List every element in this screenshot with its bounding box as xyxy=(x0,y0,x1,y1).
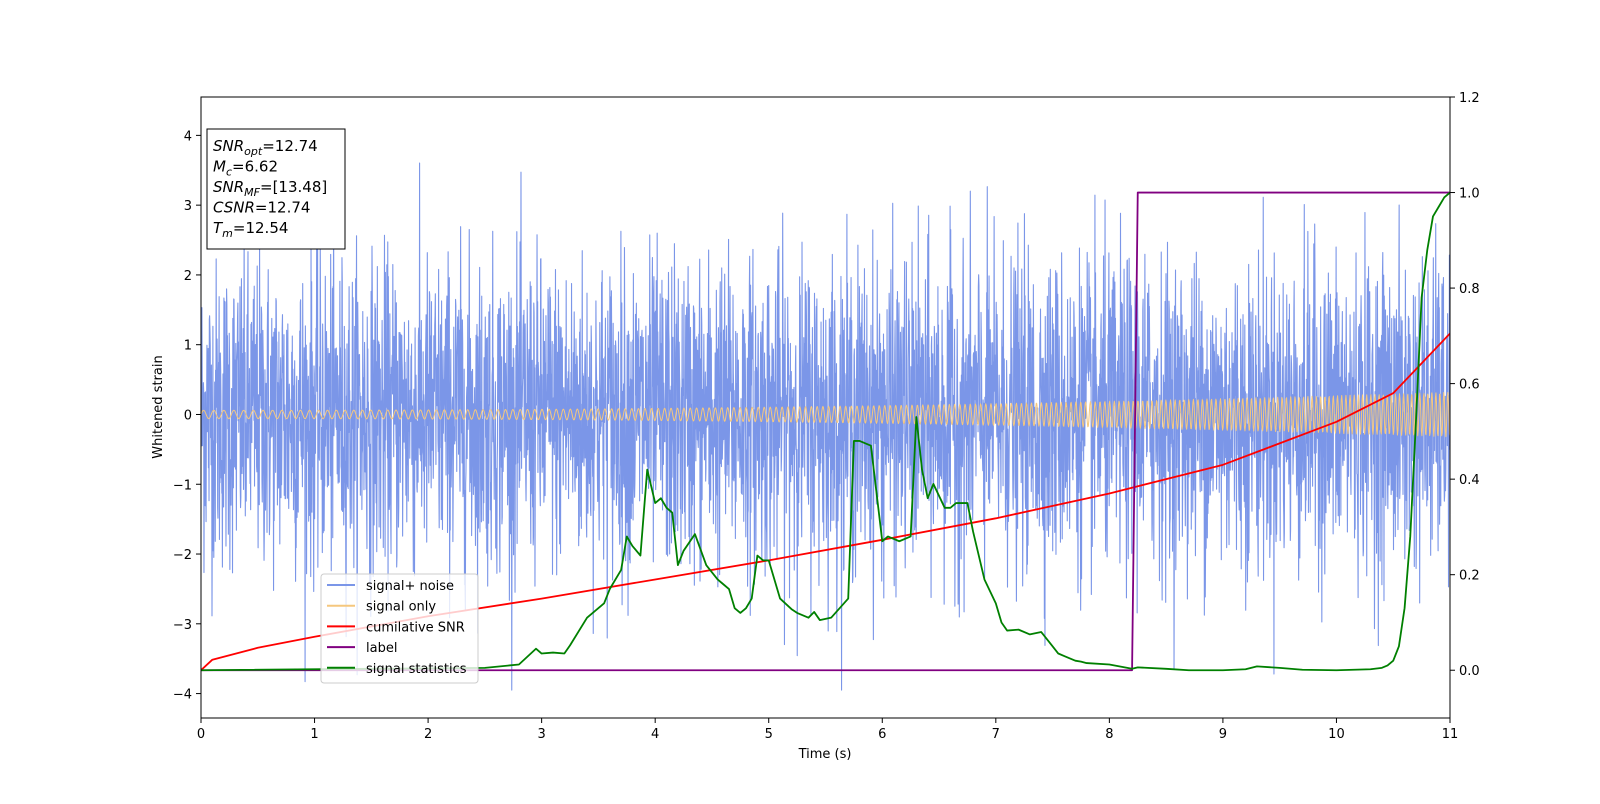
plot-series-group xyxy=(201,162,1450,691)
legend-label: label xyxy=(366,641,397,656)
x-tick-label: 9 xyxy=(1219,727,1227,742)
x-tick-label: 11 xyxy=(1442,727,1459,742)
info-box: SNRopt=12.74Mc=6.62SNRMF=[13.48]CSNR=12.… xyxy=(206,128,346,250)
info-box-line: SNRopt=12.74 xyxy=(213,137,318,158)
x-tick-label: 10 xyxy=(1328,727,1345,742)
y-right-tick-label: 0.2 xyxy=(1459,569,1480,584)
y-right-tick-label: 0.6 xyxy=(1459,378,1480,393)
x-tick-label: 5 xyxy=(765,727,773,742)
x-axis-label: Time (s) xyxy=(798,747,852,762)
axes-ticks-group: 0 1 2 3 4 5 6 7 8 9 10 11 −4 −3 −2 −1 0 1 2 3 4 0.0 0.2 0.4 0.6 0… xyxy=(173,91,1480,742)
y-axis-label: Whitened strain xyxy=(151,355,166,458)
y-left-tick-label: −2 xyxy=(173,548,192,563)
y-right-tick-label: 0.8 xyxy=(1459,282,1480,297)
legend-label: signal+ noise xyxy=(366,579,454,594)
info-box-frame xyxy=(206,128,346,250)
y-left-tick-label: 0 xyxy=(184,408,192,423)
x-tick-label: 3 xyxy=(537,727,545,742)
plot-frame xyxy=(200,96,1451,719)
x-tick-label: 0 xyxy=(197,727,205,742)
info-box-line: SNRMF=[13.48] xyxy=(213,178,327,199)
y-left-tick-label: 3 xyxy=(184,199,192,214)
legend-label: cumilative SNR xyxy=(366,620,465,635)
x-tick-label: 8 xyxy=(1105,727,1113,742)
y-left-tick-label: 4 xyxy=(184,129,192,144)
x-tick-label: 4 xyxy=(651,727,659,742)
info-box-line: Tm=12.54 xyxy=(213,219,288,240)
y-right-tick-label: 1.2 xyxy=(1459,91,1480,106)
y-left-tick-label: −4 xyxy=(173,688,192,703)
y-left-tick-label: 2 xyxy=(184,269,192,284)
legend-label: signal statistics xyxy=(366,662,467,677)
y-right-tick-label: 0.0 xyxy=(1459,664,1480,679)
y-left-tick-label: −1 xyxy=(173,478,192,493)
series-line-1 xyxy=(201,392,1450,438)
legend-frame xyxy=(320,573,479,684)
legend-label: signal only xyxy=(366,600,436,615)
info-box-line: CSNR=12.74 xyxy=(213,199,310,217)
x-tick-label: 1 xyxy=(310,727,318,742)
y-left-tick-label: 1 xyxy=(184,339,192,354)
x-tick-label: 7 xyxy=(992,727,1000,742)
info-box-line: Mc=6.62 xyxy=(213,158,278,179)
y-right-tick-label: 0.4 xyxy=(1459,473,1480,488)
x-tick-label: 6 xyxy=(878,727,886,742)
y-left-tick-label: −3 xyxy=(173,618,192,633)
legend: signal+ noise signal only cumilative SNR la… xyxy=(320,573,479,684)
series-line-4 xyxy=(201,191,1450,672)
x-tick-label: 2 xyxy=(424,727,432,742)
y-right-tick-label: 1.0 xyxy=(1459,187,1480,202)
series-line-3 xyxy=(201,191,1450,672)
